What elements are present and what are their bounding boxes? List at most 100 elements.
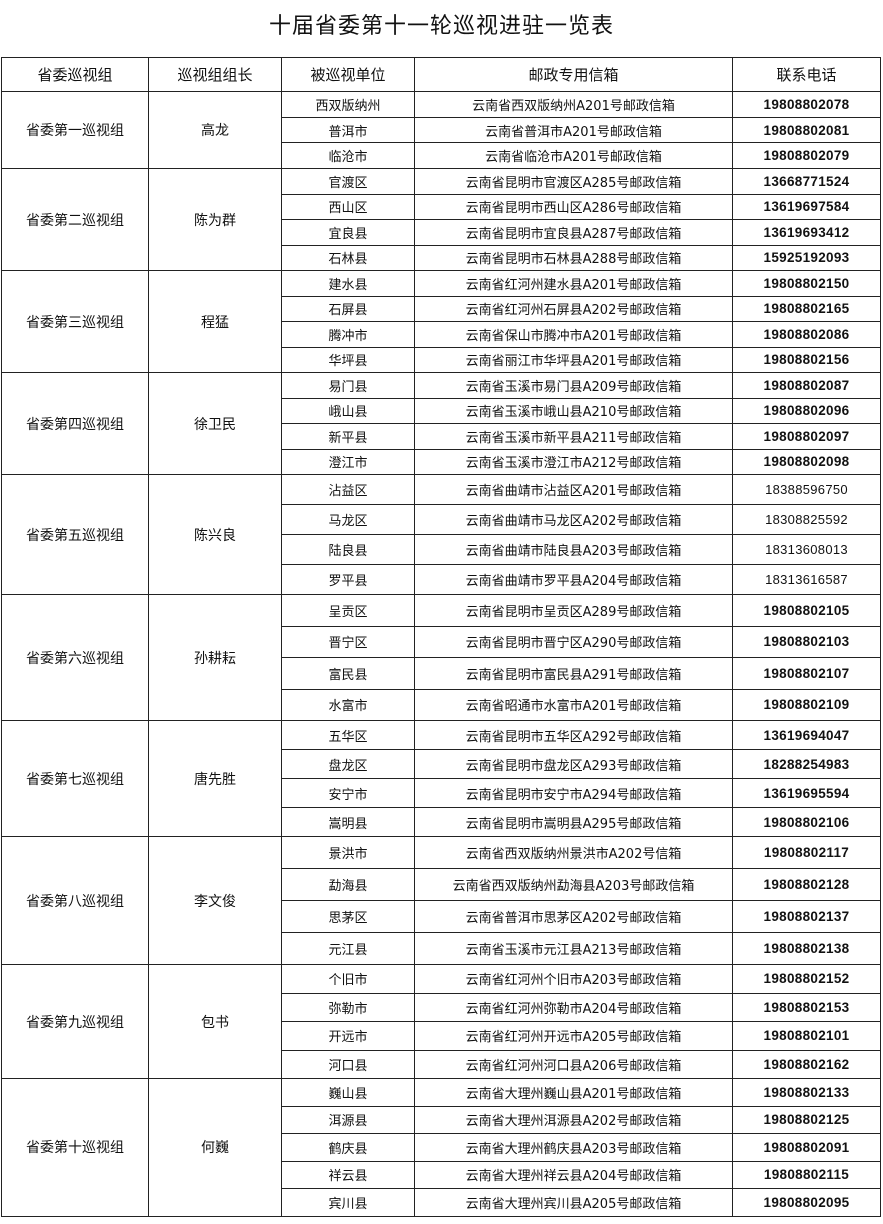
contact-phone: 13668771524 bbox=[732, 168, 881, 195]
table-row: 洱源县 云南省大理州洱源县A202号邮政信箱 19808802125 bbox=[2, 1105, 881, 1135]
postal-mailbox: 云南省昆明市晋宁区A290号邮政信箱 bbox=[414, 625, 733, 659]
contact-phone: 19808802162 bbox=[732, 1049, 881, 1080]
table-row: 澄江市 云南省玉溪市澄江市A212号邮政信箱 19808802098 bbox=[2, 448, 881, 476]
postal-mailbox: 云南省昆明市五华区A292号邮政信箱 bbox=[414, 720, 733, 751]
group-name: 省委第四巡视组 bbox=[1, 372, 149, 476]
inspected-unit: 陆良县 bbox=[281, 534, 415, 566]
inspected-unit: 石屏县 bbox=[281, 295, 415, 323]
contact-phone: 19808802101 bbox=[732, 1021, 881, 1051]
postal-mailbox: 云南省玉溪市元江县A213号邮政信箱 bbox=[414, 932, 733, 966]
table-row: 元江县 云南省玉溪市元江县A213号邮政信箱 19808802138 bbox=[2, 932, 881, 966]
contact-phone: 19808802079 bbox=[732, 142, 881, 170]
inspected-unit: 富民县 bbox=[281, 657, 415, 690]
table-row: 鹤庆县 云南省大理州鹤庆县A203号邮政信箱 19808802091 bbox=[2, 1133, 881, 1162]
contact-phone: 18313616587 bbox=[732, 564, 881, 596]
inspected-unit: 嵩明县 bbox=[281, 807, 415, 838]
table-row: 宾川县 云南省大理州宾川县A205号邮政信箱 19808802095 bbox=[2, 1188, 881, 1217]
inspected-unit: 腾冲市 bbox=[281, 321, 415, 348]
postal-mailbox: 云南省大理州巍山县A201号邮政信箱 bbox=[414, 1078, 733, 1107]
contact-phone: 19808802133 bbox=[732, 1078, 881, 1107]
header-phone: 联系电话 bbox=[732, 57, 881, 92]
group-leader: 唐先胜 bbox=[148, 720, 282, 838]
table-row: 河口县 云南省红河州河口县A206号邮政信箱 19808802162 bbox=[2, 1049, 881, 1080]
table-header-row: 省委巡视组 巡视组组长 被巡视单位 邮政专用信箱 联系电话 bbox=[1, 57, 881, 92]
inspected-unit: 水富市 bbox=[281, 688, 415, 722]
postal-mailbox: 云南省丽江市华坪县A201号邮政信箱 bbox=[414, 346, 733, 374]
table-row: 富民县 云南省昆明市富民县A291号邮政信箱 19808802107 bbox=[2, 657, 881, 690]
table-row: 临沧市 云南省临沧市A201号邮政信箱 19808802079 bbox=[2, 142, 881, 170]
inspected-unit: 呈贡区 bbox=[281, 594, 415, 627]
postal-mailbox: 云南省西双版纳州景洪市A202号信箱 bbox=[414, 836, 733, 870]
group-name: 省委第十巡视组 bbox=[1, 1078, 149, 1217]
postal-mailbox: 云南省昆明市石林县A288号邮政信箱 bbox=[414, 244, 733, 272]
group-name: 省委第八巡视组 bbox=[1, 836, 149, 966]
postal-mailbox: 云南省玉溪市新平县A211号邮政信箱 bbox=[414, 423, 733, 450]
postal-mailbox: 云南省大理州祥云县A204号邮政信箱 bbox=[414, 1160, 733, 1190]
inspected-unit: 峨山县 bbox=[281, 397, 415, 425]
inspected-unit: 巍山县 bbox=[281, 1078, 415, 1107]
table-row: 峨山县 云南省玉溪市峨山县A210号邮政信箱 19808802096 bbox=[2, 397, 881, 425]
group-name: 省委第六巡视组 bbox=[1, 594, 149, 722]
table-row: 省委第五巡视组 陈兴良 沾益区 云南省曲靖市沾益区A201号邮政信箱 183885967… bbox=[1, 474, 881, 596]
contact-phone: 19808802087 bbox=[732, 372, 881, 399]
group-name: 省委第三巡视组 bbox=[1, 270, 149, 374]
group-name: 省委第一巡视组 bbox=[1, 90, 149, 170]
contact-phone: 19808802081 bbox=[732, 116, 881, 144]
contact-phone: 18388596750 bbox=[732, 474, 881, 506]
postal-mailbox: 云南省红河州弥勒市A204号邮政信箱 bbox=[414, 992, 733, 1023]
contact-phone: 19808802086 bbox=[732, 321, 881, 348]
contact-phone: 19808802106 bbox=[732, 807, 881, 838]
postal-mailbox: 云南省曲靖市沾益区A201号邮政信箱 bbox=[414, 474, 733, 506]
table-row: 西山区 云南省昆明市西山区A286号邮政信箱 13619697584 bbox=[2, 193, 881, 221]
table-row: 罗平县 云南省曲靖市罗平县A204号邮政信箱 18313616587 bbox=[2, 564, 881, 596]
table-row: 安宁市 云南省昆明市安宁市A294号邮政信箱 13619695594 bbox=[2, 778, 881, 809]
inspected-unit: 五华区 bbox=[281, 720, 415, 751]
contact-phone: 13619695594 bbox=[732, 778, 881, 809]
contact-phone: 18313608013 bbox=[732, 534, 881, 566]
inspected-unit: 开远市 bbox=[281, 1021, 415, 1051]
postal-mailbox: 云南省玉溪市易门县A209号邮政信箱 bbox=[414, 372, 733, 399]
header-unit: 被巡视单位 bbox=[281, 57, 415, 92]
inspected-unit: 马龙区 bbox=[281, 504, 415, 536]
postal-mailbox: 云南省大理州宾川县A205号邮政信箱 bbox=[414, 1188, 733, 1217]
group-name: 省委第七巡视组 bbox=[1, 720, 149, 838]
contact-phone: 19808802115 bbox=[732, 1160, 881, 1190]
table-row: 弥勒市 云南省红河州弥勒市A204号邮政信箱 19808802153 bbox=[2, 992, 881, 1023]
postal-mailbox: 云南省曲靖市马龙区A202号邮政信箱 bbox=[414, 504, 733, 536]
contact-phone: 19808802105 bbox=[732, 594, 881, 627]
inspected-unit: 弥勒市 bbox=[281, 992, 415, 1023]
table-row: 省委第七巡视组 唐先胜 五华区 云南省昆明市五华区A292号邮政信箱 136196940… bbox=[1, 720, 881, 838]
contact-phone: 13619697584 bbox=[732, 193, 881, 221]
group-leader: 高龙 bbox=[148, 90, 282, 170]
contact-phone: 19808802138 bbox=[732, 932, 881, 966]
postal-mailbox: 云南省红河州建水县A201号邮政信箱 bbox=[414, 270, 733, 297]
group-name: 省委第二巡视组 bbox=[1, 168, 149, 272]
inspected-unit: 临沧市 bbox=[281, 142, 415, 170]
contact-phone: 19808802153 bbox=[732, 992, 881, 1023]
contact-phone: 19808802096 bbox=[732, 397, 881, 425]
table-row: 省委第八巡视组 李文俊 景洪市 云南省西双版纳州景洪市A202号信箱 198088021… bbox=[1, 836, 881, 966]
contact-phone: 19808802125 bbox=[732, 1105, 881, 1135]
group-leader: 陈兴良 bbox=[148, 474, 282, 596]
inspected-unit: 石林县 bbox=[281, 244, 415, 272]
contact-phone: 19808802128 bbox=[732, 868, 881, 902]
postal-mailbox: 云南省红河州开远市A205号邮政信箱 bbox=[414, 1021, 733, 1051]
postal-mailbox: 云南省玉溪市澄江市A212号邮政信箱 bbox=[414, 448, 733, 476]
table-row: 石屏县 云南省红河州石屏县A202号邮政信箱 19808802165 bbox=[2, 295, 881, 323]
postal-mailbox: 云南省西双版纳州勐海县A203号邮政信箱 bbox=[414, 868, 733, 902]
postal-mailbox: 云南省临沧市A201号邮政信箱 bbox=[414, 142, 733, 170]
inspected-unit: 华坪县 bbox=[281, 346, 415, 374]
inspected-unit: 个旧市 bbox=[281, 964, 415, 994]
contact-phone: 19808802098 bbox=[732, 448, 881, 476]
contact-phone: 13619694047 bbox=[732, 720, 881, 751]
inspected-unit: 景洪市 bbox=[281, 836, 415, 870]
table-row: 省委第二巡视组 陈为群 官渡区 云南省昆明市官渡区A285号邮政信箱 136687715… bbox=[1, 168, 881, 272]
contact-phone: 19808802091 bbox=[732, 1133, 881, 1162]
group-leader: 孙耕耘 bbox=[148, 594, 282, 722]
inspected-unit: 西山区 bbox=[281, 193, 415, 221]
postal-mailbox: 云南省大理州洱源县A202号邮政信箱 bbox=[414, 1105, 733, 1135]
table-row: 省委第三巡视组 程猛 建水县 云南省红河州建水县A201号邮政信箱 1980880215… bbox=[1, 270, 881, 374]
contact-phone: 18308825592 bbox=[732, 504, 881, 536]
contact-phone: 19808802117 bbox=[732, 836, 881, 870]
postal-mailbox: 云南省玉溪市峨山县A210号邮政信箱 bbox=[414, 397, 733, 425]
